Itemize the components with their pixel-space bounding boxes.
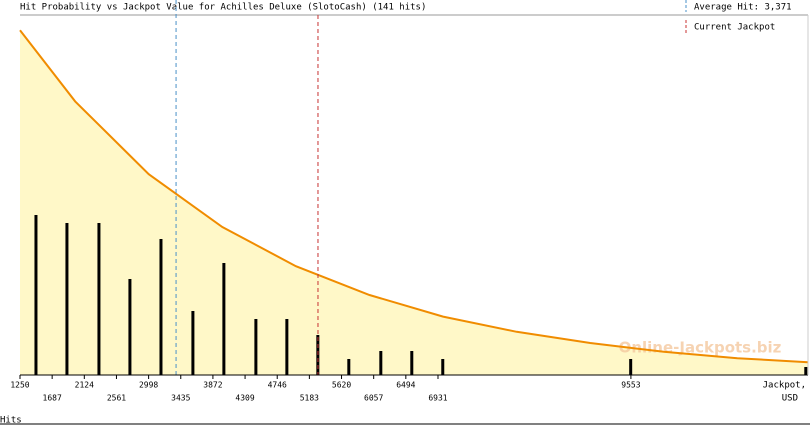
legend-current: Current Jackpot [694,23,775,33]
x-tick-label: 3435 [171,394,190,403]
x-tick-label: 2998 [139,381,158,390]
bar [410,351,414,375]
x-tick-label: 6057 [364,394,383,403]
bar [347,359,351,375]
bar [128,279,132,375]
rug-label: Hits [0,416,22,425]
bar [254,319,258,375]
curve-line [19,29,809,364]
chart-title: Hit Probability vs Jackpot Value for Ach… [20,3,426,13]
x-tick-label: 5620 [332,381,351,390]
x-axis-label: Jackpot, [763,381,806,391]
x-axis-label: USD [782,394,798,404]
bar [159,239,163,375]
bar [379,351,383,375]
curve-area [20,30,808,375]
bar [441,359,445,375]
watermark: Online-Jackpots.biz [619,339,782,357]
bar [34,215,38,375]
x-tick-label: 2561 [107,394,126,403]
x-tick-label: 4309 [235,394,254,403]
x-tick-label: 3872 [203,381,222,390]
x-tick-label: 1250 [10,381,29,390]
bar [285,319,289,375]
bar [804,367,808,375]
legend-average: Average Hit: 3,371 [694,3,792,13]
x-tick-label: 2124 [75,381,94,390]
bar [191,311,195,375]
x-tick-label: 4746 [268,381,287,390]
bar [65,223,69,375]
x-tick-label: 1687 [43,394,62,403]
bar [629,359,633,375]
bar [97,223,101,375]
bar [222,263,226,375]
x-tick-label: 6931 [428,394,447,403]
x-tick-label: 6494 [396,381,415,390]
x-tick-label: 5183 [300,394,319,403]
x-tick-label: 9553 [621,381,640,390]
